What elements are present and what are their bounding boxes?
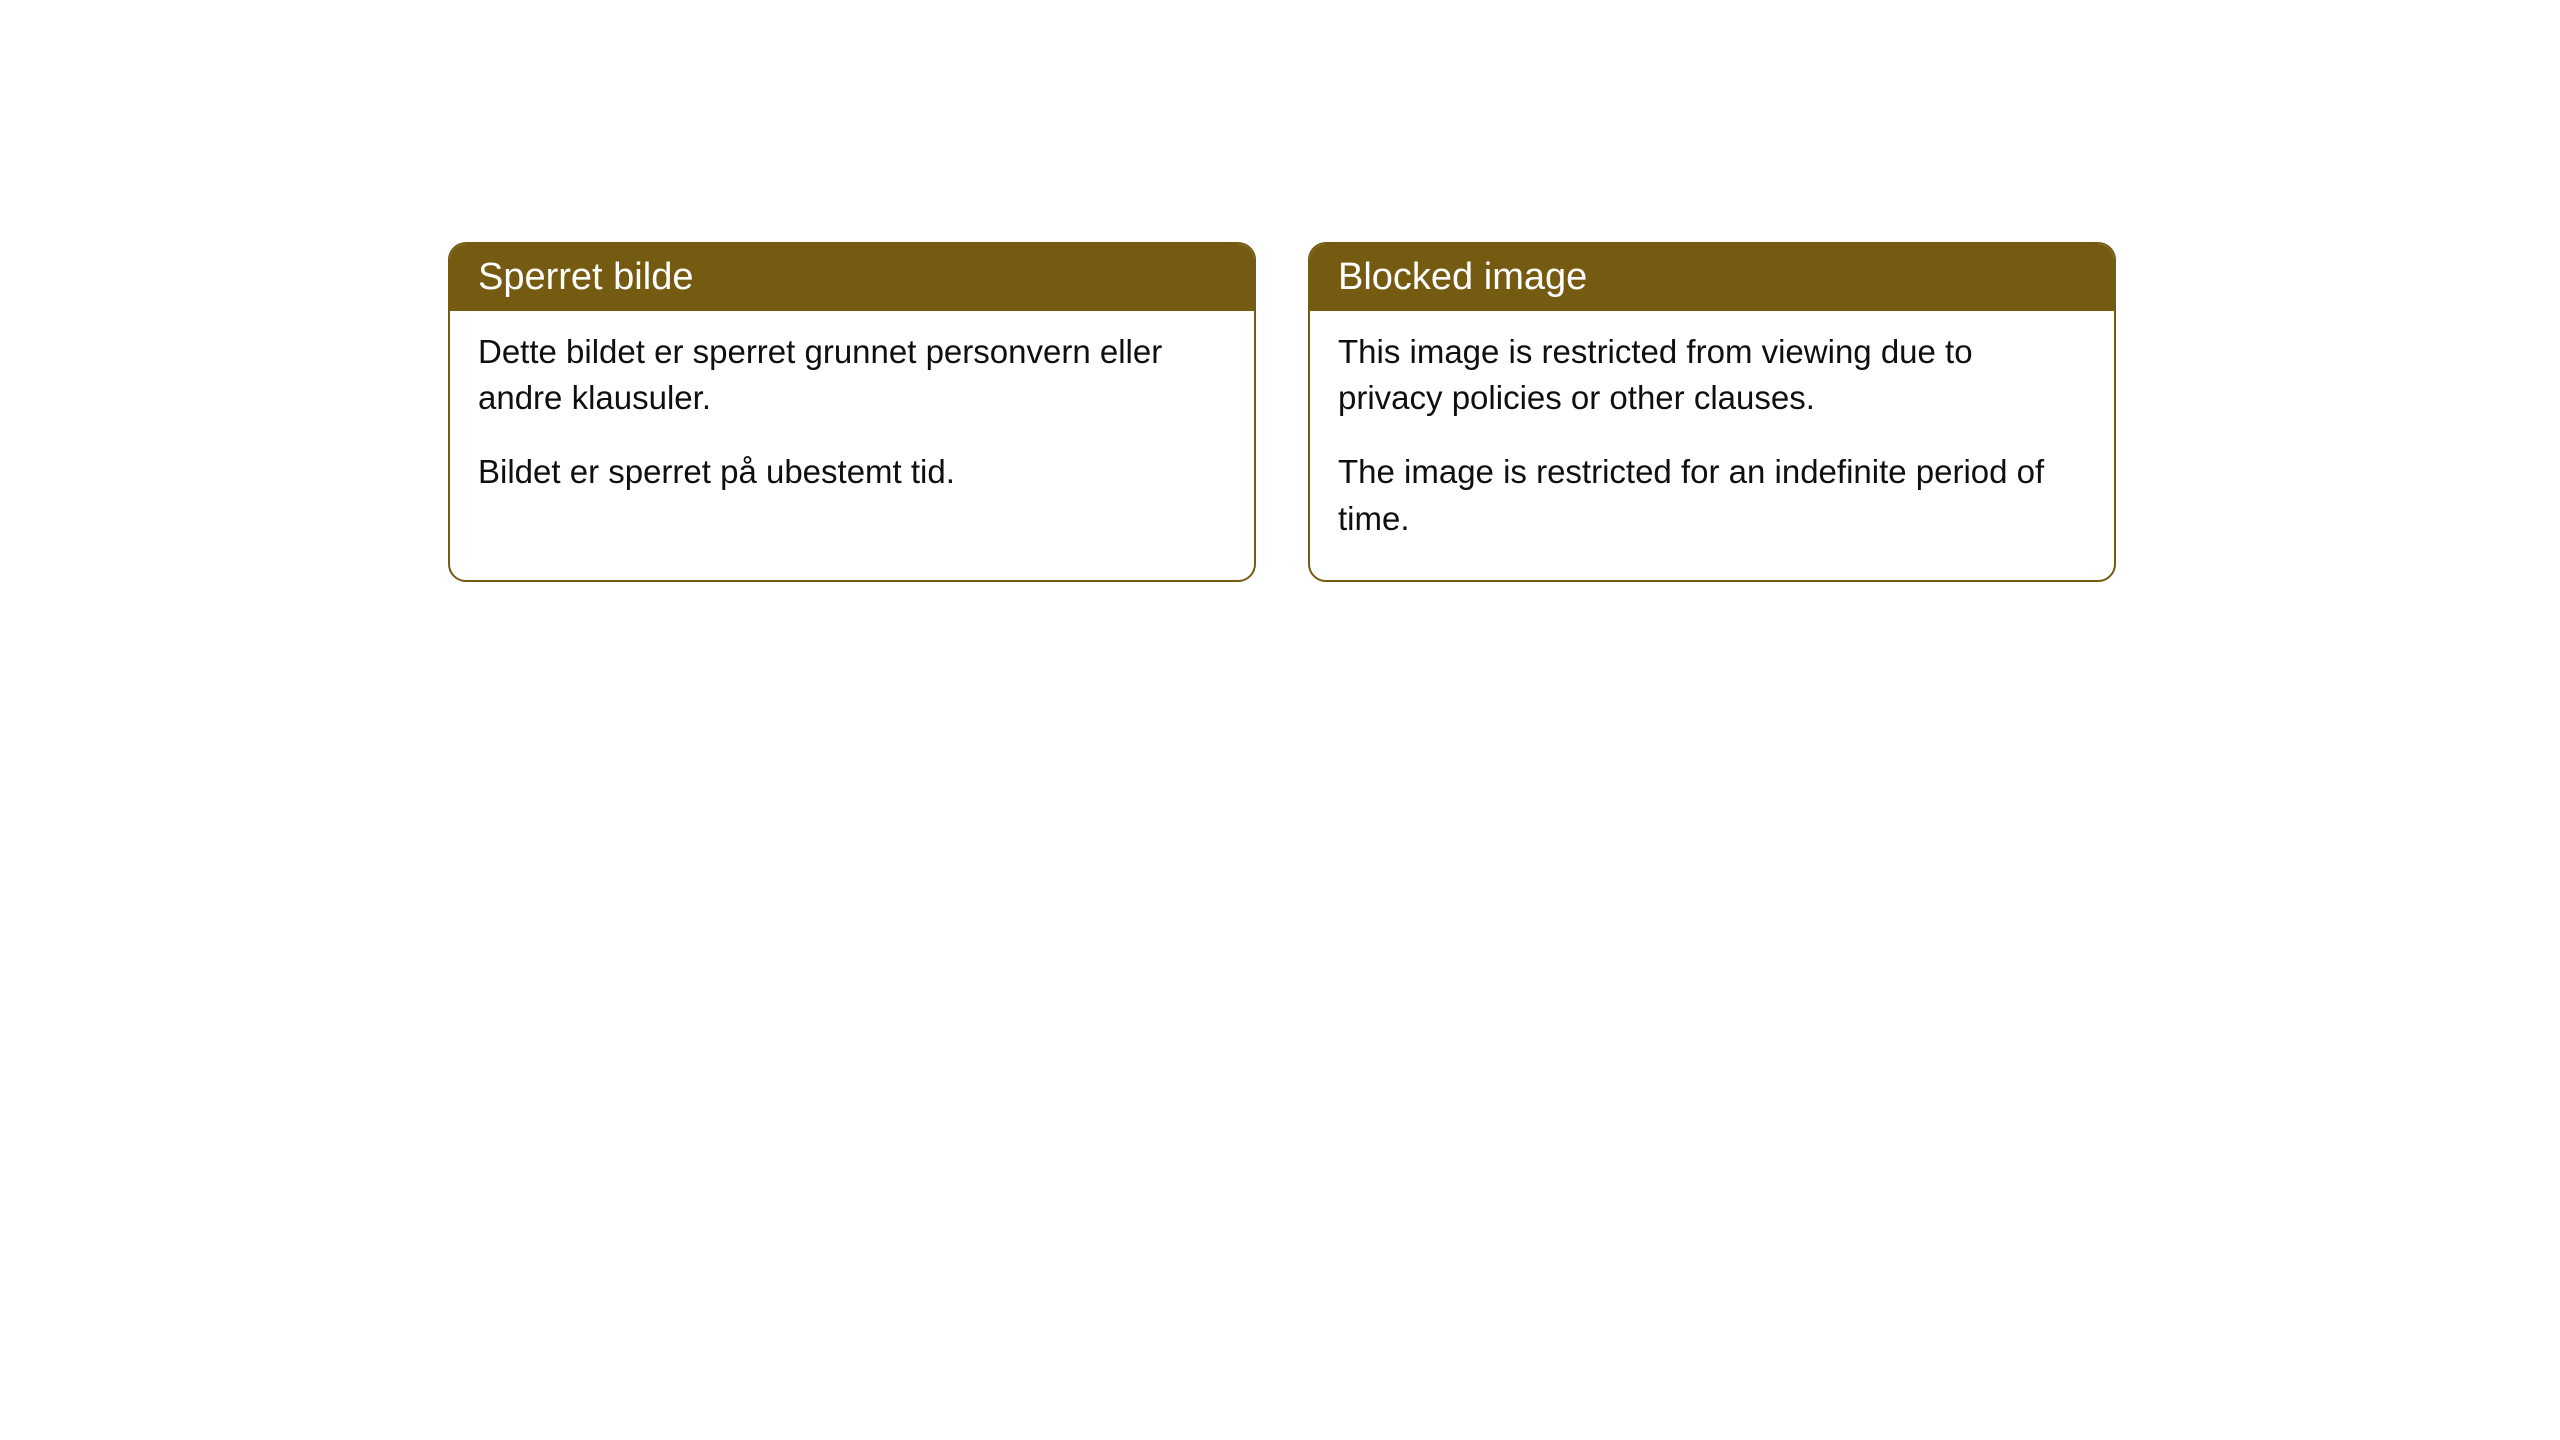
notice-paragraph2-norwegian: Bildet er sperret på ubestemt tid.: [478, 449, 1226, 495]
notice-container: Sperret bilde Dette bildet er sperret gr…: [0, 0, 2560, 582]
notice-card-english: Blocked image This image is restricted f…: [1308, 242, 2116, 582]
notice-body-norwegian: Dette bildet er sperret grunnet personve…: [450, 311, 1254, 534]
notice-header-norwegian: Sperret bilde: [450, 244, 1254, 311]
notice-paragraph1-english: This image is restricted from viewing du…: [1338, 329, 2086, 421]
notice-header-english: Blocked image: [1310, 244, 2114, 311]
notice-title-english: Blocked image: [1338, 256, 1587, 298]
notice-paragraph2-english: The image is restricted for an indefinit…: [1338, 449, 2086, 541]
notice-paragraph1-norwegian: Dette bildet er sperret grunnet personve…: [478, 329, 1226, 421]
notice-card-norwegian: Sperret bilde Dette bildet er sperret gr…: [448, 242, 1256, 582]
notice-title-norwegian: Sperret bilde: [478, 256, 693, 298]
notice-body-english: This image is restricted from viewing du…: [1310, 311, 2114, 580]
